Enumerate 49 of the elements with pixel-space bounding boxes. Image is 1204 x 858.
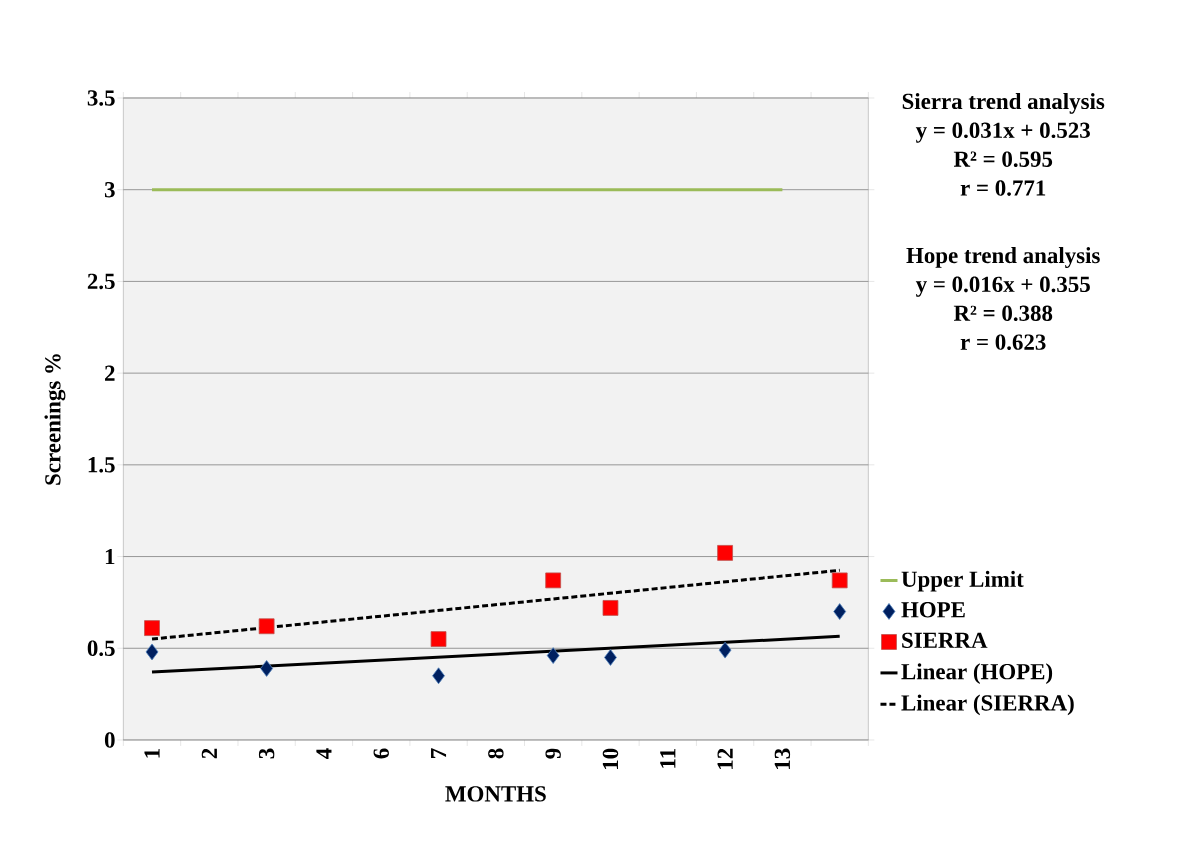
y-tick-label: 1 — [105, 548, 115, 565]
y-tick-label: 2.5 — [87, 273, 115, 290]
x-tick-label: 12 — [717, 748, 733, 769]
point — [831, 572, 848, 589]
y-tick-label: 2 — [105, 365, 115, 381]
x-tick-label: 7 — [431, 748, 447, 758]
x-tick-label: 1 — [144, 749, 160, 758]
point — [145, 643, 159, 661]
x-tick-label: 2 — [201, 748, 217, 759]
point — [432, 667, 445, 685]
y-tick-label: 0 — [104, 732, 115, 748]
y-tick-label: 1.5 — [88, 457, 115, 473]
point — [260, 660, 273, 677]
y-tick-label: 3.5 — [87, 90, 115, 106]
legend-label: HOPE — [901, 602, 965, 618]
x-tick-label: 9 — [545, 748, 561, 759]
y-tick-label: 0.5 — [87, 640, 115, 657]
x-tick-label: 10 — [602, 748, 619, 769]
point — [258, 618, 275, 635]
point — [144, 620, 160, 636]
x-axis-title: MONTHS — [445, 786, 546, 802]
legend-label: Upper Limit — [901, 570, 1024, 592]
y-axis-title: Screenings % — [44, 354, 66, 485]
y-tick-label: 3 — [104, 182, 115, 198]
x-tick-label: 13 — [774, 748, 791, 769]
point — [546, 647, 560, 664]
x-tick-label: 6 — [373, 748, 389, 759]
text: R² = 0.388 — [953, 305, 1053, 322]
text: Sierra trend analysis — [902, 92, 1105, 114]
legend-label: Linear (HOPE) — [901, 663, 1053, 685]
point — [602, 600, 619, 616]
x-tick-label: 3 — [258, 748, 275, 759]
text: Hope trend analysis — [906, 247, 1100, 268]
text: r = 0.771 — [960, 180, 1046, 196]
point — [545, 572, 562, 589]
legend-label: Linear (SIERRA) — [901, 694, 1074, 716]
text: R² = 0.595 — [953, 151, 1053, 167]
text: y = 0.016x + 0.355 — [915, 276, 1090, 297]
x-tick-label: 11 — [660, 748, 676, 768]
text: r = 0.623 — [960, 334, 1046, 350]
point — [604, 649, 617, 666]
text: y = 0.031x + 0.523 — [915, 122, 1090, 143]
point — [717, 545, 733, 561]
point — [718, 641, 732, 659]
x-tick-label: 4 — [316, 748, 332, 759]
point — [430, 631, 447, 647]
legend-label: SIERRA — [902, 632, 988, 649]
x-tick-label: 8 — [488, 748, 504, 759]
point — [833, 603, 847, 620]
